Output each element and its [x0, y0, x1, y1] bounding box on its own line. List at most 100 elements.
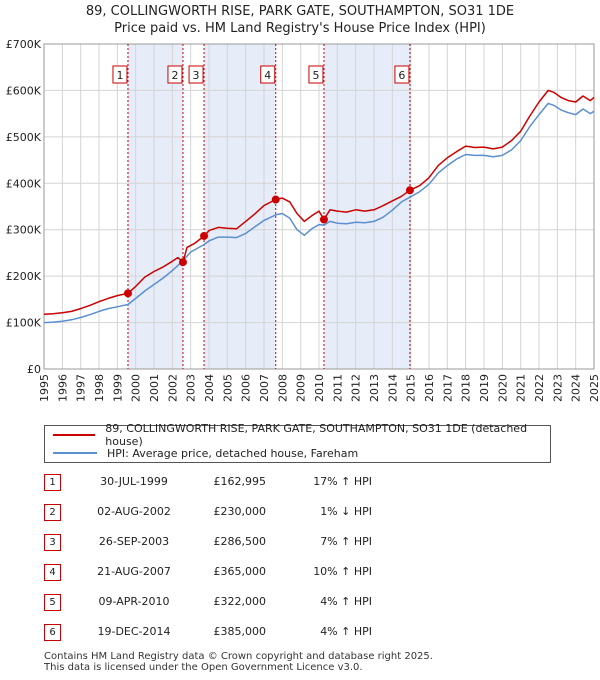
sale-label-text: 2: [171, 69, 178, 82]
x-tick-label: 2003: [185, 374, 198, 402]
transaction-price: £230,000: [213, 505, 267, 518]
legend-item-hpi: HPI: Average price, detached house, Fare…: [45, 444, 358, 462]
x-tick-label: 2020: [496, 374, 509, 402]
x-tick-label: 2001: [148, 374, 161, 402]
x-tick-label: 2013: [368, 374, 381, 402]
sale-point: [178, 258, 187, 267]
sale-label-text: 4: [264, 69, 271, 82]
transaction-price: £286,500: [213, 535, 267, 548]
x-tick-label: 1997: [75, 374, 88, 402]
legend: 89, COLLINGWORTH RISE, PARK GATE, SOUTHA…: [44, 422, 551, 463]
sale-label-border: [188, 65, 204, 84]
y-tick-label: £300K: [6, 224, 42, 237]
table-row: 1 30-JUL-1999 £162,995 17% ↑ HPI: [44, 470, 544, 498]
transaction-number: 6: [44, 624, 61, 641]
sale-point: [405, 186, 414, 195]
property-series-line: [43, 89, 595, 315]
sale-label-border: [112, 65, 128, 84]
footer-notice: Contains HM Land Registry data © Crown c…: [44, 651, 433, 673]
ownership-period-shade: [127, 44, 183, 369]
sale-label-box: 1: [112, 65, 128, 84]
transaction-hpi-diff: 4% ↑ HPI: [320, 595, 372, 608]
x-tick-label: 2025: [588, 374, 600, 402]
x-tick-label: 2002: [166, 374, 179, 402]
sale-point: [319, 215, 328, 224]
legend-item-property: 89, COLLINGWORTH RISE, PARK GATE, SOUTHA…: [45, 422, 550, 448]
sale-label-text: 5: [312, 69, 319, 82]
sale-label-box: 4: [260, 65, 276, 84]
transaction-number: 5: [44, 594, 61, 611]
x-tick-label: 2018: [460, 374, 473, 402]
x-tick-label: 2006: [240, 374, 253, 402]
x-tick-label: 1996: [56, 374, 69, 402]
sale-label-box: 5: [308, 65, 324, 84]
x-tick-label: 2009: [295, 374, 308, 402]
x-tick-label: 2024: [570, 374, 583, 402]
x-tick-label: 2017: [441, 374, 454, 402]
transaction-date: 21-AUG-2007: [97, 565, 171, 578]
table-row: 6 19-DEC-2014 £385,000 4% ↑ HPI: [44, 620, 544, 648]
legend-label-hpi: HPI: Average price, detached house, Fare…: [107, 446, 359, 460]
x-tick-label: 2012: [350, 374, 363, 402]
x-tick-label: 2010: [313, 374, 326, 402]
sale-point: [271, 195, 280, 204]
transaction-price: £385,000: [213, 625, 267, 638]
transaction-date: 09-APR-2010: [98, 595, 170, 608]
x-tick-label: 2023: [551, 374, 564, 402]
x-tick-label: 2022: [533, 374, 546, 402]
transaction-number: 4: [44, 564, 61, 581]
legend-swatch-property: [53, 434, 96, 436]
ownership-period-shade: [204, 44, 276, 369]
x-tick-label: 2004: [203, 374, 216, 402]
x-tick-label: 2019: [478, 374, 491, 402]
chart-title-line1: 89, COLLINGWORTH RISE, PARK GATE, SOUTHA…: [85, 4, 515, 19]
x-tick-label: 2014: [386, 374, 399, 402]
footer-copyright: Contains HM Land Registry data © Crown c…: [44, 651, 433, 662]
sale-label-border: [394, 65, 410, 84]
x-tick-label: 2011: [331, 374, 344, 402]
y-tick-label: £100K: [6, 317, 42, 330]
x-tick-label: 2000: [130, 374, 143, 402]
sale-label-border: [260, 65, 276, 84]
price-chart: £0 £100K £200K £300K £400K £500K £600K £700K 199…: [6, 38, 600, 402]
transaction-price: £162,995: [213, 475, 267, 488]
sale-label-box: 6: [394, 65, 410, 84]
sale-label-text: 6: [398, 69, 405, 82]
y-tick-label: £500K: [6, 131, 42, 144]
transaction-number: 3: [44, 534, 61, 551]
x-tick-label: 1999: [111, 374, 124, 402]
x-tick-label: 2016: [423, 374, 436, 402]
x-tick-label: 2015: [405, 374, 418, 402]
plot-frame: [43, 43, 595, 370]
transaction-price: £322,000: [213, 595, 267, 608]
sale-label-box: 3: [188, 65, 204, 84]
sale-point: [200, 231, 209, 240]
x-tick-label: 2007: [258, 374, 271, 402]
table-row: 5 09-APR-2010 £322,000 4% ↑ HPI: [44, 590, 544, 618]
y-tick-label: £700K: [6, 38, 42, 51]
sale-label-text: 1: [116, 69, 123, 82]
chart-title-line2: Price paid vs. HM Land Registry's House …: [114, 21, 486, 36]
legend-label-property: 89, COLLINGWORTH RISE, PARK GATE, SOUTHA…: [105, 422, 528, 448]
y-tick-label: £200K: [6, 270, 42, 283]
table-row: 2 02-AUG-2002 £230,000 1% ↓ HPI: [44, 500, 544, 528]
sale-label-text: 3: [193, 69, 200, 82]
x-tick-label: 1998: [93, 374, 106, 402]
transaction-date: 30-JUL-1999: [100, 475, 168, 488]
sale-point: [123, 289, 132, 298]
transaction-number: 1: [44, 474, 61, 491]
y-tick-label: £0: [27, 363, 41, 376]
x-tick-label: 2008: [276, 374, 289, 402]
transaction-date: 26-SEP-2003: [98, 535, 170, 548]
sale-label-border: [308, 65, 324, 84]
transaction-hpi-diff: 1% ↓ HPI: [320, 505, 372, 518]
table-row: 3 26-SEP-2003 £286,500 7% ↑ HPI: [44, 530, 544, 558]
footer-licence: This data is licensed under the Open Gov…: [44, 662, 363, 673]
transaction-hpi-diff: 17% ↑ HPI: [313, 475, 372, 488]
sale-label-border: [167, 65, 183, 84]
transaction-hpi-diff: 4% ↑ HPI: [320, 625, 372, 638]
x-tick-label: 1995: [38, 374, 51, 402]
transaction-date: 19-DEC-2014: [97, 625, 171, 638]
transaction-hpi-diff: 7% ↑ HPI: [320, 535, 372, 548]
x-tick-label: 2021: [515, 374, 528, 402]
